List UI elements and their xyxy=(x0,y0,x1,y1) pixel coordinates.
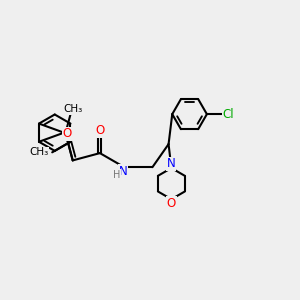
Text: O: O xyxy=(167,197,176,210)
Text: N: N xyxy=(119,165,128,178)
Text: CH₃: CH₃ xyxy=(63,104,83,114)
Text: O: O xyxy=(95,124,104,137)
Text: CH₃: CH₃ xyxy=(29,147,49,157)
Text: H: H xyxy=(113,169,121,179)
Text: O: O xyxy=(62,128,72,140)
Text: Cl: Cl xyxy=(222,108,234,121)
Text: N: N xyxy=(167,157,176,170)
